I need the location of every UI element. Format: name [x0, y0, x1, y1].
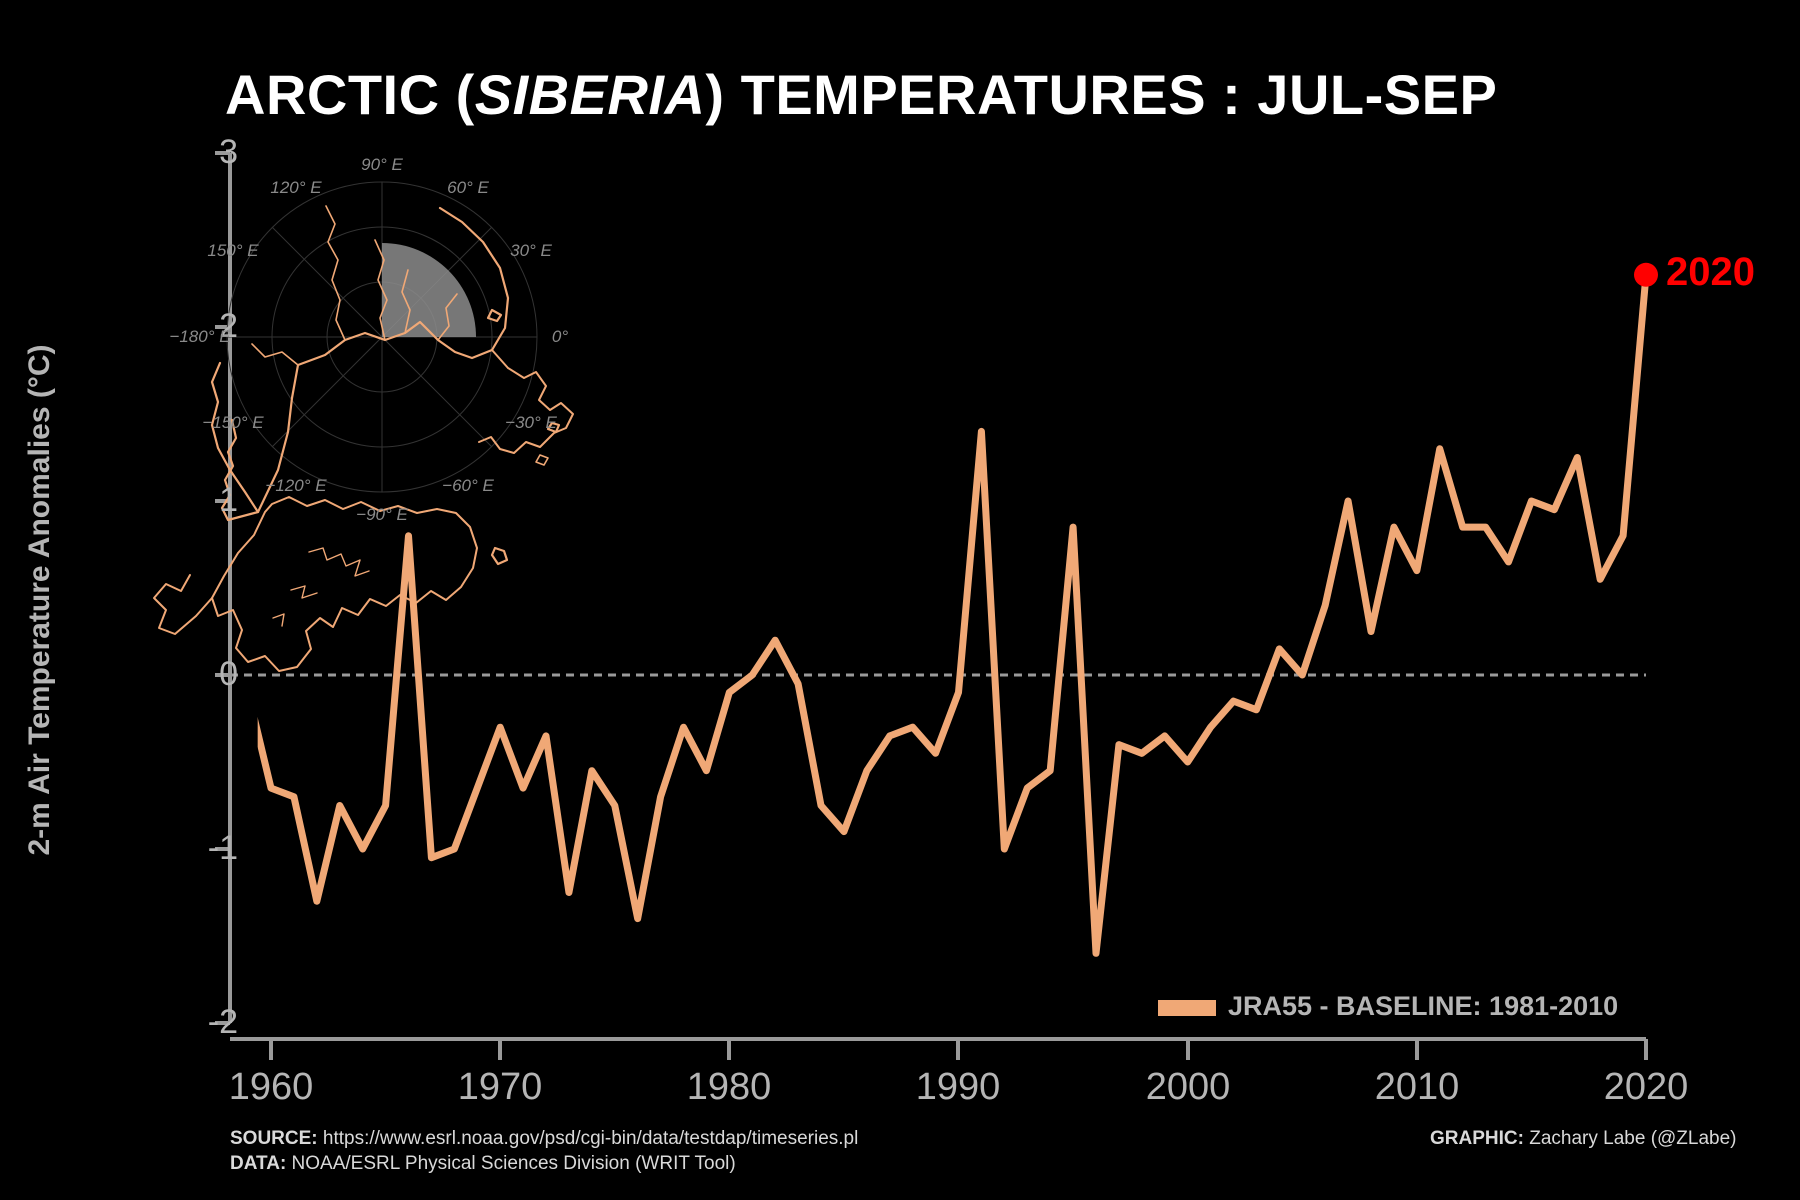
svg-text:2020: 2020: [1666, 250, 1755, 294]
svg-text:JRA55 - BASELINE: 1981-2010: JRA55 - BASELINE: 1981-2010: [1228, 991, 1618, 1021]
